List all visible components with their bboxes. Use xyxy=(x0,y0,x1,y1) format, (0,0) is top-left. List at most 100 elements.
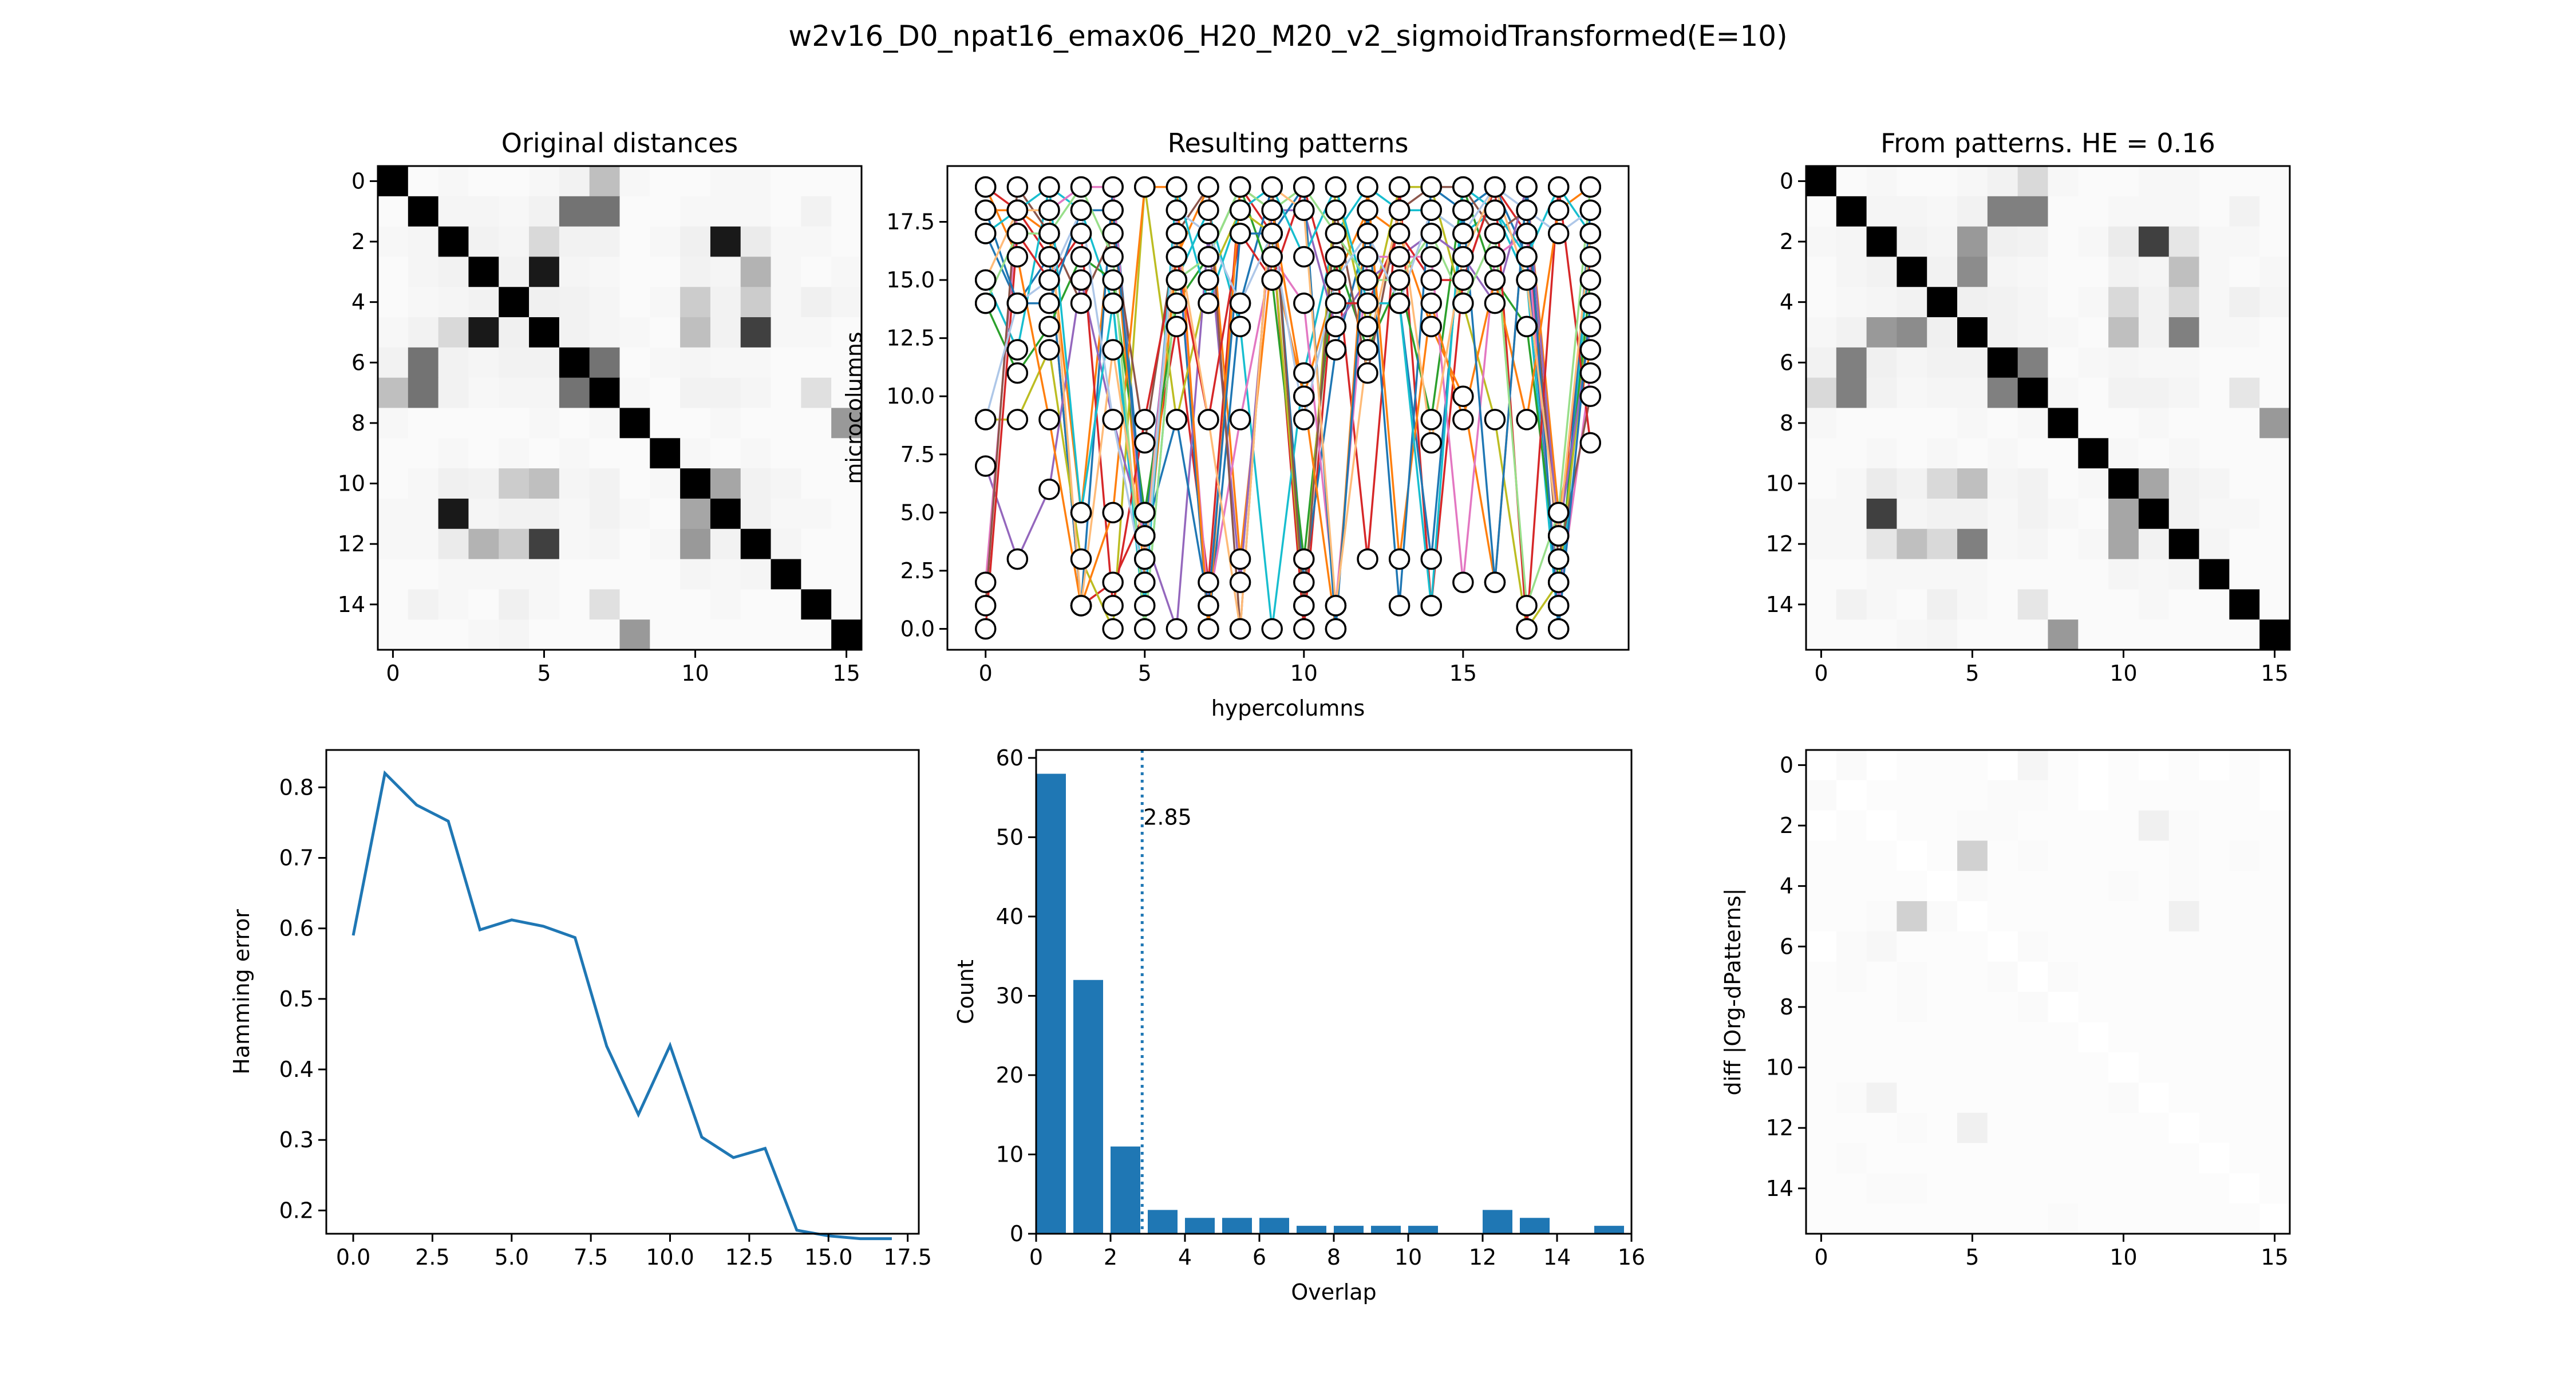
heatmap-cell xyxy=(2229,528,2260,560)
pattern-point xyxy=(1006,199,1029,221)
pattern-point xyxy=(1038,223,1060,244)
pattern-point xyxy=(1070,502,1092,524)
heatmap-cell xyxy=(650,377,681,408)
heatmap-cell xyxy=(2259,1143,2290,1174)
heatmap-cell xyxy=(408,317,439,348)
heatmap-cell xyxy=(1957,1022,1988,1053)
heatmap-cell xyxy=(559,498,590,530)
heatmap-cell xyxy=(2199,287,2230,318)
heatmap-cell xyxy=(438,196,469,227)
heatmap-cell xyxy=(559,287,590,318)
heatmap-cell xyxy=(2259,1112,2290,1144)
heatmap-cell xyxy=(438,287,469,318)
pattern-point xyxy=(1420,176,1442,198)
patterns-ytick-label: 17.5 xyxy=(886,210,935,235)
heatmap-cell xyxy=(1836,1022,1867,1053)
heatmap-cell xyxy=(2078,1052,2109,1083)
heatmap-cell xyxy=(2017,1052,2048,1083)
heatmap-cell xyxy=(2078,931,2109,962)
heatmap-cell xyxy=(2199,226,2230,257)
heatmap-cell xyxy=(1836,498,1867,530)
heatmap-cell xyxy=(1957,1112,1988,1144)
heatmap-cell xyxy=(2078,468,2109,499)
heatmap-cell xyxy=(2199,166,2230,197)
pattern-point xyxy=(1198,595,1219,617)
heatmap-cell xyxy=(1866,1052,1897,1083)
heatmap-cell xyxy=(2138,1203,2170,1234)
heatmap-cell xyxy=(1957,528,1988,560)
heatmap-cell xyxy=(2229,256,2260,287)
pattern-point xyxy=(974,269,997,291)
pattern-point xyxy=(1198,409,1219,431)
heatmap-cell xyxy=(1987,468,2018,499)
pattern-point xyxy=(1102,409,1124,431)
heatmap-cell xyxy=(2199,810,2230,841)
pattern-point xyxy=(1038,292,1060,314)
heatmap-cell xyxy=(831,589,862,620)
pattern-point xyxy=(1325,176,1347,198)
pattern-point xyxy=(974,292,997,314)
pattern-point xyxy=(1579,223,1602,244)
original-ytick-label: 4 xyxy=(351,290,365,315)
heatmap-cell xyxy=(2017,166,2048,197)
heatmap-cell xyxy=(438,377,469,408)
heatmap-cell xyxy=(740,468,772,499)
diff-ytick-label: 12 xyxy=(1766,1115,1793,1140)
heatmap-cell xyxy=(529,408,560,439)
heatmap-cell xyxy=(2199,1022,2230,1053)
heatmap-cell xyxy=(2108,256,2139,287)
heatmap-cell xyxy=(619,528,650,560)
heatmap-cell xyxy=(468,377,499,408)
heatmap-cell xyxy=(710,226,741,257)
heatmap-cell xyxy=(2138,871,2170,902)
heatmap-cell xyxy=(1957,961,1988,992)
heatmap-cell xyxy=(1866,559,1897,590)
heatmap-cell xyxy=(1806,1143,1837,1174)
heatmap-cell xyxy=(1897,619,1927,650)
heatmap-cell xyxy=(771,589,801,620)
heatmap-cell xyxy=(1897,287,1927,318)
heatmap-cell xyxy=(831,498,862,530)
heatmap-cell xyxy=(499,317,530,348)
heatmap-cell xyxy=(740,619,772,650)
heatmap-cell xyxy=(499,287,530,318)
heatmap-cell xyxy=(1806,256,1837,287)
heatmap-cell xyxy=(1957,559,1988,590)
heatmap-cell xyxy=(1927,528,1958,560)
pattern-point xyxy=(1261,176,1283,198)
pattern-point xyxy=(1006,548,1029,570)
heatmap-cell xyxy=(2229,871,2260,902)
heatmap-cell xyxy=(650,438,681,469)
heatmap-cell xyxy=(1806,780,1837,811)
heatmap-cell xyxy=(2108,1052,2139,1083)
heatmap-cell xyxy=(1866,528,1897,560)
heatmap-cell xyxy=(1897,589,1927,620)
heatmap-cell xyxy=(438,528,469,560)
heatmap-cell xyxy=(1806,317,1837,348)
heatmap-cell xyxy=(2168,780,2200,811)
heatmap-cell xyxy=(740,196,772,227)
pattern-point xyxy=(1484,223,1506,244)
heatmap-cell xyxy=(1836,438,1867,469)
heatmap-cell xyxy=(438,468,469,499)
heatmap-cell xyxy=(1897,750,1927,781)
heatmap-cell xyxy=(2078,1112,2109,1144)
heatmap-cell xyxy=(2108,1082,2139,1114)
heatmap-cell xyxy=(2199,377,2230,408)
heatmap-cell xyxy=(2078,810,2109,841)
heatmap-cell xyxy=(2199,780,2230,811)
pattern-point xyxy=(1229,176,1251,198)
heatmap-cell xyxy=(650,559,681,590)
heatmap-cell xyxy=(1866,196,1897,227)
heatmap-cell xyxy=(1897,1203,1927,1234)
heatmap-cell xyxy=(1927,1203,1958,1234)
axes-frame xyxy=(946,165,1630,651)
from_patterns-xtick-label: 10 xyxy=(2109,661,2137,686)
heatmap-cell xyxy=(619,619,650,650)
heatmap-cell xyxy=(1897,528,1927,560)
pattern-point xyxy=(1452,199,1474,221)
pattern-point xyxy=(1420,595,1442,617)
heatmap-cell xyxy=(2168,498,2200,530)
pattern-point xyxy=(1070,595,1092,617)
heatmap-cell xyxy=(468,347,499,378)
